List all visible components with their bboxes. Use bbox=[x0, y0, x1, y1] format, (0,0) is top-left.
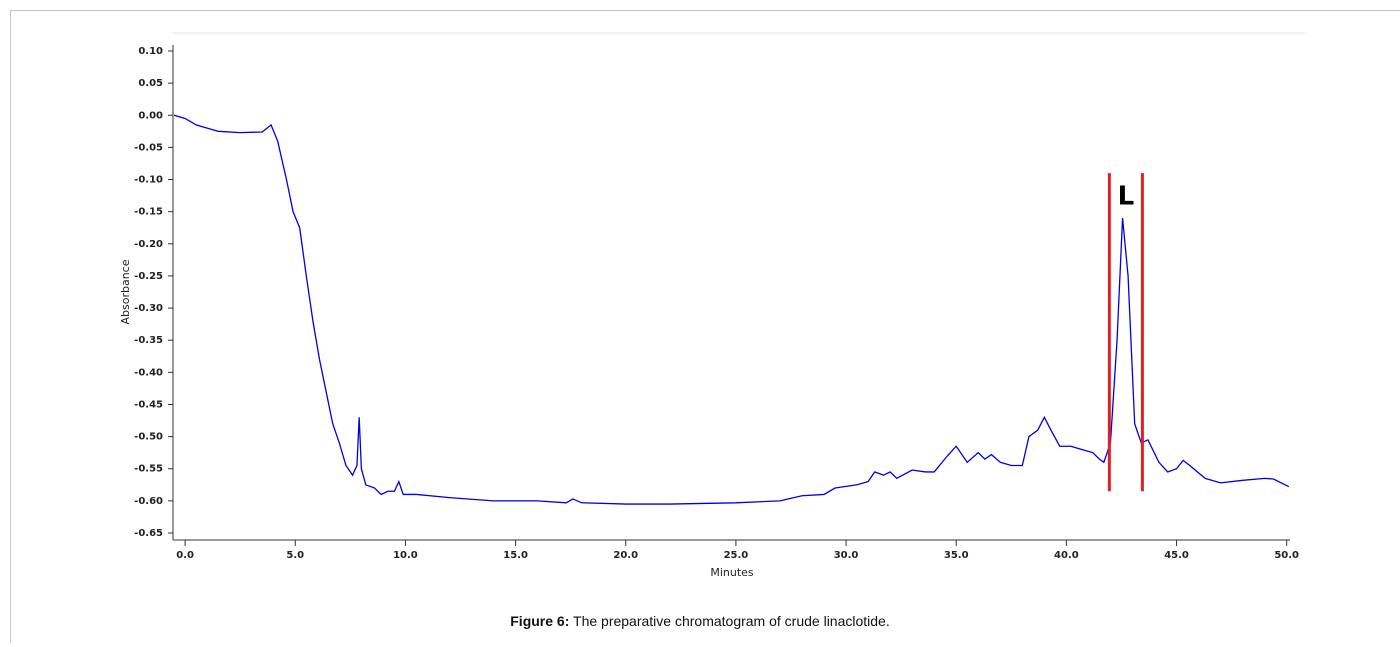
caption: Figure 6: The preparative chromatogram o… bbox=[510, 613, 889, 629]
x-tick-label: 15.0 bbox=[503, 550, 528, 561]
x-axis-label: Minutes bbox=[710, 566, 754, 579]
y-tick-label: -0.10 bbox=[134, 175, 163, 186]
annotation-label: L bbox=[1118, 182, 1135, 212]
y-tick-label: -0.35 bbox=[134, 335, 163, 346]
x-tick-label: 30.0 bbox=[834, 550, 859, 561]
x-tick-label: 20.0 bbox=[613, 550, 638, 561]
x-tick-label: 0.0 bbox=[176, 550, 194, 561]
y-tick-label: 0.05 bbox=[138, 78, 163, 89]
x-tick-label: 25.0 bbox=[724, 550, 749, 561]
x-tick-label: 50.0 bbox=[1274, 550, 1299, 561]
y-tick-label: -0.20 bbox=[134, 239, 163, 250]
x-tick-label: 40.0 bbox=[1054, 550, 1079, 561]
trace bbox=[174, 115, 1289, 504]
y-tick-label: -0.15 bbox=[134, 207, 163, 218]
x-tick-label: 5.0 bbox=[286, 550, 304, 561]
frame bbox=[11, 11, 1400, 644]
y-tick-label: -0.40 bbox=[134, 367, 163, 378]
caption-text: The preparative chromatogram of crude li… bbox=[573, 613, 890, 629]
y-tick-label: -0.05 bbox=[134, 142, 163, 153]
y-tick-label: -0.45 bbox=[134, 399, 163, 410]
y-tick-label: -0.50 bbox=[134, 432, 163, 443]
y-tick-label: 0.00 bbox=[138, 110, 163, 121]
y-tick-label: -0.65 bbox=[134, 528, 163, 539]
x-tick-label: 35.0 bbox=[944, 550, 969, 561]
y-tick-label: -0.30 bbox=[134, 303, 163, 314]
y-tick-label: -0.55 bbox=[134, 464, 163, 475]
x-tick-label: 10.0 bbox=[393, 550, 418, 561]
y-tick-label: -0.60 bbox=[134, 496, 163, 507]
y-tick-label: -0.25 bbox=[134, 271, 163, 282]
caption-label: Figure 6: bbox=[510, 613, 569, 629]
y-tick-label: 0.10 bbox=[138, 46, 163, 57]
y-axis-label: Absorbance bbox=[119, 259, 132, 324]
x-tick-label: 45.0 bbox=[1164, 550, 1189, 561]
